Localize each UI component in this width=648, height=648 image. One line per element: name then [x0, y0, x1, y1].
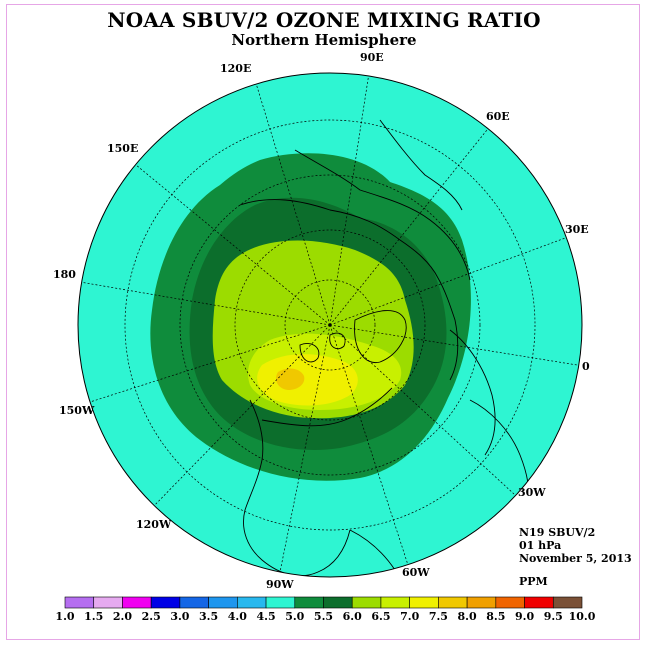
- lon-label-120w: 120W: [136, 518, 172, 531]
- colorbar-tick-label: 6.5: [371, 610, 390, 623]
- colorbar-swatch: [294, 596, 324, 609]
- colorbar-tick-label: 1.0: [55, 610, 74, 623]
- colorbar-swatch: [93, 596, 123, 609]
- lon-label-150e: 150E: [107, 142, 138, 155]
- colorbar-swatch: [380, 596, 410, 609]
- colorbar-tick-label: 5.5: [314, 610, 333, 623]
- colorbar-swatch: [179, 596, 209, 609]
- colorbar-tick-label: 3.5: [199, 610, 218, 623]
- colorbar-tick-label: 4.0: [228, 610, 247, 623]
- colorbar-tick-label: 7.5: [429, 610, 448, 623]
- colorbar-swatch: [64, 596, 95, 609]
- pressure-label: 01 hPa: [519, 539, 562, 552]
- colorbar-tick-label: 6.0: [343, 610, 362, 623]
- colorbar-tick-label: 7.0: [400, 610, 419, 623]
- colorbar-tick-label: 3.0: [170, 610, 189, 623]
- colorbar-tick-label: 2.0: [113, 610, 132, 623]
- satellite-label: N19 SBUV/2: [519, 526, 596, 539]
- contour-band-7.0: [257, 354, 358, 406]
- lon-label-150w: 150W: [59, 404, 95, 417]
- colorbar-swatch: [265, 596, 296, 609]
- colorbar-tick-label: 9.0: [515, 610, 534, 623]
- colorbar-tick-label: 5.0: [285, 610, 304, 623]
- lon-label-90w: 90W: [266, 578, 294, 591]
- page-title: NOAA SBUV/2 OZONE MIXING RATIO: [107, 8, 541, 32]
- lon-label-120e: 120E: [220, 62, 251, 75]
- colorbar-tick-label: 9.5: [544, 610, 563, 623]
- colorbar-swatch: [438, 596, 468, 609]
- figure-border: [6, 4, 640, 640]
- lon-label-30e: 30E: [565, 223, 589, 236]
- colorbar: 1.0 1.5 2.0 2.5 3.0 3.5 4.0 4.5 5.0 5.5 6.0 6.5 7.0 7…: [55, 596, 596, 623]
- graticule: [79, 73, 578, 573]
- colorbar-tick-label: 10.0: [569, 610, 596, 623]
- colorbar-swatch: [122, 596, 152, 609]
- page-subtitle: Northern Hemisphere: [231, 31, 417, 49]
- contour-band-7.5: [276, 368, 305, 390]
- unit-label: PPM: [519, 575, 548, 588]
- lon-label-0: 0: [582, 360, 590, 373]
- colorbar-swatch: [466, 596, 497, 609]
- colorbar-swatch: [409, 596, 439, 609]
- date-label: November 5, 2013: [519, 552, 632, 565]
- colorbar-swatch: [495, 596, 525, 609]
- colorbar-tick-label: 8.0: [458, 610, 477, 623]
- colorbar-swatch: [237, 596, 267, 609]
- lon-label-60w: 60W: [402, 566, 430, 579]
- lon-label-30w: 30W: [518, 486, 546, 499]
- colorbar-tick-label: 8.5: [486, 610, 505, 623]
- lon-label-90e: 90E: [360, 51, 384, 64]
- lon-label-60e: 60E: [486, 110, 510, 123]
- colorbar-swatch: [351, 596, 382, 609]
- colorbar-swatch: [323, 596, 353, 609]
- longitude-labels: 90E 60E 30E 0 30W 60W 90W 120W 150W 180 …: [53, 51, 590, 591]
- colorbar-tick-label: 1.5: [84, 610, 103, 623]
- colorbar-swatch: [150, 596, 181, 609]
- colorbar-tick-label: 2.5: [142, 610, 161, 623]
- colorbar-swatch: [524, 596, 554, 609]
- colorbar-swatch: [552, 596, 583, 609]
- colorbar-tick-label: 4.5: [256, 610, 275, 623]
- colorbar-swatch: [208, 596, 238, 609]
- lon-label-180: 180: [53, 268, 76, 281]
